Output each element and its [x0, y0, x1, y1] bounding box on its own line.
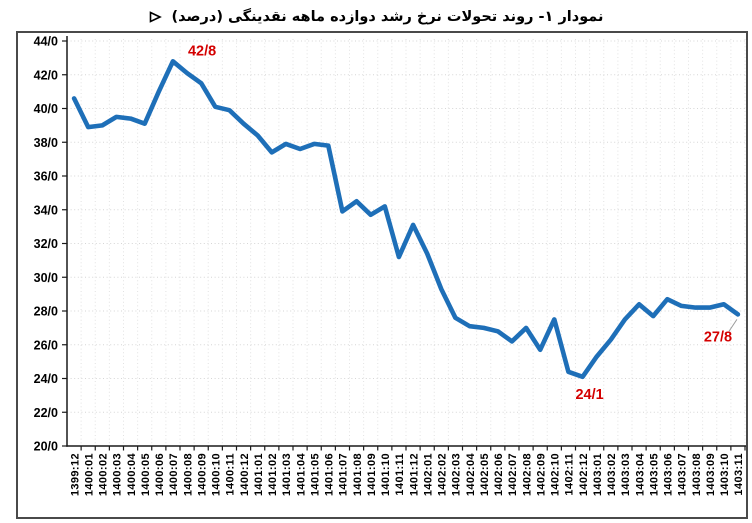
x-axis-label: 1402:12: [578, 453, 590, 496]
x-axis-label: 1400:12: [239, 453, 251, 496]
y-axis-label: 32/0: [34, 237, 58, 251]
x-axis-label: 1402:10: [550, 453, 562, 496]
x-tick-labels: 1399:12 1400:01 1400:02 1400:03 1400:04 1400:…: [69, 453, 745, 497]
y-axis-label: 44/0: [34, 35, 58, 49]
y-axis-label: 34/0: [34, 203, 58, 217]
x-axis-label: 1401:11: [394, 453, 406, 496]
x-axis-label: 1401:01: [253, 453, 265, 496]
x-axis-label: 1401:08: [352, 453, 364, 496]
x-axis-label: 1403:06: [663, 453, 675, 496]
x-axis-label: 1399:12: [69, 453, 81, 496]
x-axis-label: 1401:04: [295, 453, 307, 497]
x-axis-label: 1402:03: [451, 453, 463, 496]
x-axis-label: 1403:11: [733, 453, 745, 496]
y-axis-label: 36/0: [34, 170, 58, 184]
x-axis-label: 1400:03: [112, 453, 124, 496]
x-axis-label: 1401:06: [324, 453, 336, 496]
y-axis-label: 42/0: [34, 68, 58, 82]
x-axis-label: 1401:09: [366, 453, 378, 496]
data-label: 24/1: [575, 387, 603, 403]
y-axis-label: 26/0: [34, 338, 58, 352]
x-axis-label: 1400:02: [98, 453, 110, 496]
x-axis-label: 1403:03: [620, 453, 632, 496]
y-axis-label: 30/0: [34, 271, 58, 285]
annotations: 42/8 24/1 27/8: [188, 43, 738, 403]
x-axis-label: 1400:01: [83, 453, 95, 496]
x-gridlines: [80, 39, 746, 446]
x-axis-label: 1401:02: [267, 453, 279, 496]
x-axis-label: 1402:09: [535, 453, 547, 496]
x-axis-label: 1403:01: [592, 453, 604, 496]
x-axis-label: 1402:02: [437, 453, 449, 496]
y-axis-label: 28/0: [34, 305, 58, 319]
x-axis-label: 1400:04: [126, 453, 138, 497]
chart-title-row: نمودار ۱- روند تحولات نرخ رشد دوازده ماه…: [0, 0, 752, 31]
x-axis-label: 1400:07: [168, 453, 180, 496]
y-tick-labels: 20/0 22/0 24/0 26/0 28/0 30/0 32/0 34/0 36/0 38/0…: [34, 35, 67, 454]
x-axis-label: 1403:09: [705, 453, 717, 496]
x-axis-label: 1400:11: [225, 453, 237, 496]
x-axis-label: 1402:08: [521, 453, 533, 496]
data-label: 42/8: [188, 43, 216, 59]
data-label: 27/8: [704, 329, 732, 345]
x-axis-label: 1402:05: [479, 453, 491, 496]
x-axis-label: 1402:07: [507, 453, 519, 496]
x-axis-label: 1401:03: [281, 453, 293, 496]
x-axis-label: 1400:08: [182, 453, 194, 496]
y-axis-label: 38/0: [34, 136, 58, 150]
x-axis-label: 1401:05: [309, 453, 321, 496]
x-axis-label: 1403:08: [691, 453, 703, 496]
data-series-line: [71, 58, 741, 380]
annotation-leader-line: [728, 319, 738, 332]
y-axis-label: 20/0: [34, 440, 58, 454]
x-axis-label: 1400:10: [211, 453, 223, 496]
y-axis-label: 24/0: [34, 372, 58, 386]
line-chart: 20/0 22/0 24/0 26/0 28/0 30/0 32/0 34/0 36/0 38/0…: [34, 35, 746, 497]
x-axis-label: 1403:07: [677, 453, 689, 496]
x-axis-label: 1401:07: [338, 453, 350, 496]
x-axis-label: 1400:09: [196, 453, 208, 496]
x-axis-label: 1400:06: [154, 453, 166, 496]
x-axis-label: 1402:01: [422, 453, 434, 496]
x-axis-label: 1403:02: [606, 453, 618, 496]
x-ticks: [80, 446, 746, 451]
chart-frame: 20/0 22/0 24/0 26/0 28/0 30/0 32/0 34/0 36/0 38/0…: [16, 31, 748, 519]
y-axis-label: 40/0: [34, 102, 58, 116]
arrow-right-icon: [149, 10, 162, 23]
x-axis-label: 1402:06: [493, 453, 505, 496]
x-axis-label: 1402:04: [465, 453, 477, 497]
x-axis-label: 1402:11: [564, 453, 576, 496]
x-axis-label: 1401:10: [380, 453, 392, 496]
chart-title: نمودار ۱- روند تحولات نرخ رشد دوازده ماه…: [171, 8, 604, 25]
y-axis-label: 22/0: [34, 406, 58, 420]
x-axis-label: 1403:04: [634, 453, 646, 497]
x-axis-label: 1403:05: [648, 453, 660, 496]
x-axis-label: 1403:10: [719, 453, 731, 496]
x-axis-label: 1401:12: [408, 453, 420, 496]
x-axis-label: 1400:05: [140, 453, 152, 496]
